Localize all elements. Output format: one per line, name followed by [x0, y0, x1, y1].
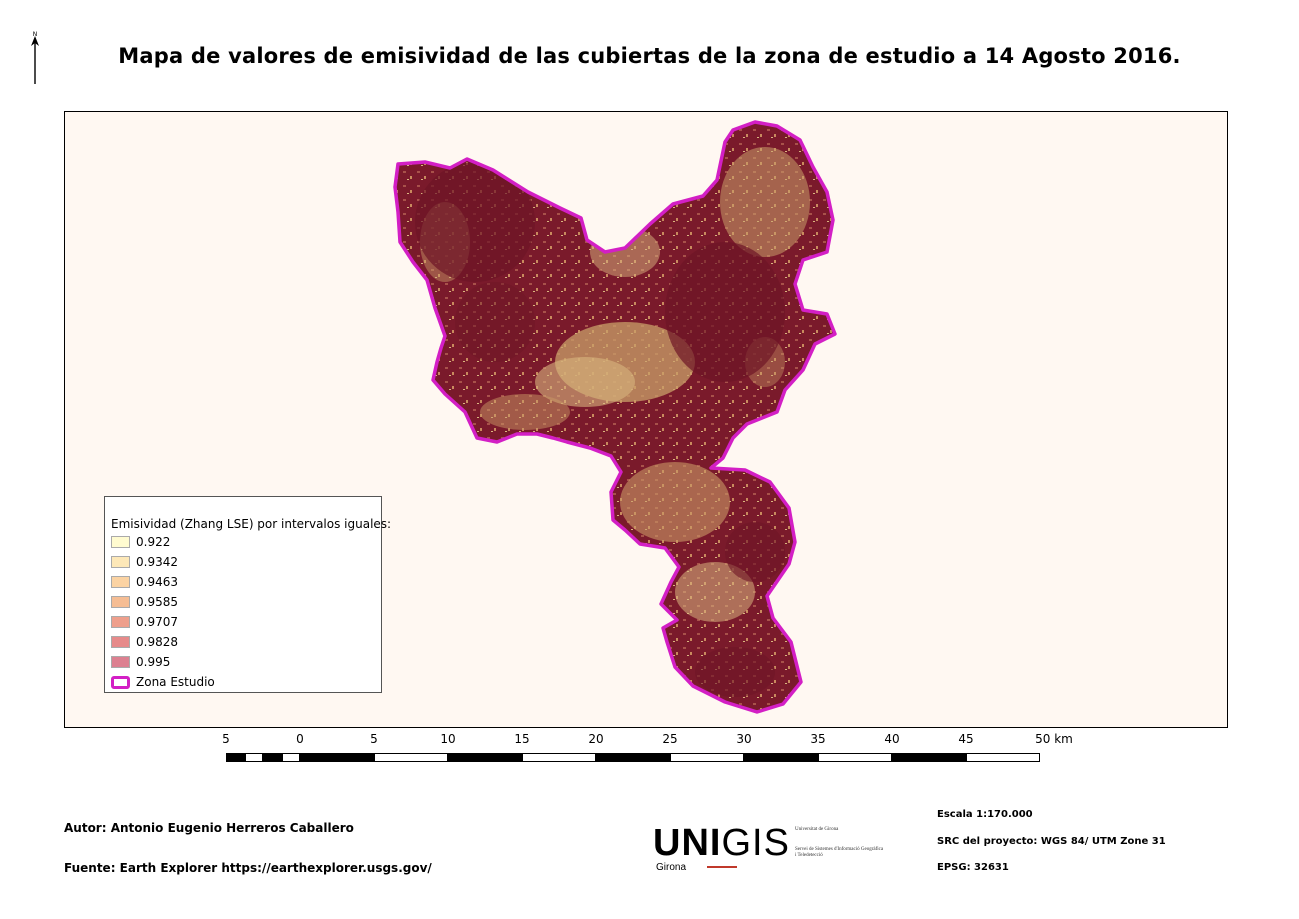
legend-item-label: Zona Estudio	[136, 675, 215, 689]
legend-swatch	[111, 636, 130, 648]
legend-swatch	[111, 656, 130, 668]
scale-segment	[744, 753, 818, 762]
scale-label: 20	[588, 732, 604, 746]
legend-item: 0.9828	[111, 633, 178, 651]
scale-segment	[596, 753, 670, 762]
legend-item-zona-estudio: Zona Estudio	[111, 673, 215, 691]
scale-segment	[263, 753, 282, 762]
scale-segment	[281, 753, 300, 762]
scale-segment	[670, 753, 744, 762]
scale-segment	[522, 753, 596, 762]
scale-segment	[374, 753, 448, 762]
legend-item-label: 0.9585	[136, 595, 178, 609]
scale-label: 35	[810, 732, 826, 746]
legend-swatch-zone	[111, 675, 130, 689]
map-title: Mapa de valores de emisividad de las cub…	[118, 44, 1181, 68]
scale-bar: 5 0 5 10 15 20 25 30 35 40 45 50 km	[222, 730, 1073, 770]
logo-accent-line	[707, 866, 737, 868]
scale-label: 5	[222, 732, 230, 746]
legend-item-label: 0.9828	[136, 635, 178, 649]
scale-text: Escala 1:170.000	[937, 809, 1033, 820]
udg-logo: Universitat de Girona Servei de Sistemes…	[795, 827, 884, 858]
source-text: Fuente: Earth Explorer https://earthexpl…	[64, 861, 432, 875]
author-text: Autor: Antonio Eugenio Herreros Caballer…	[64, 821, 354, 835]
scale-label: 50 km	[1035, 732, 1073, 746]
scale-label: 30	[736, 732, 752, 746]
legend-item: 0.9707	[111, 613, 178, 631]
legend-item: 0.995	[111, 653, 170, 671]
unigis-logo: UNIGIS	[653, 822, 790, 864]
scale-label: 0	[296, 732, 304, 746]
scale-segment	[892, 753, 966, 762]
scale-label: 10	[440, 732, 456, 746]
legend-swatch	[111, 576, 130, 588]
unigis-logo-subtitle: Girona	[656, 862, 687, 873]
legend-title: Emisividad (Zhang LSE) por intervalos ig…	[111, 517, 392, 531]
epsg-text: EPSG: 32631	[937, 862, 1009, 873]
scale-label: 40	[884, 732, 900, 746]
legend-swatch	[111, 536, 130, 548]
scale-segment	[244, 753, 263, 762]
legend-item-label: 0.9707	[136, 615, 178, 629]
study-zone-boundary[interactable]	[393, 120, 837, 714]
scale-segment	[226, 753, 245, 762]
crs-text: SRC del proyecto: WGS 84/ UTM Zone 31	[937, 836, 1166, 847]
north-arrow-icon: N	[31, 31, 39, 84]
legend-item-label: 0.9342	[136, 555, 178, 569]
legend-item: 0.9463	[111, 573, 178, 591]
legend: Emisividad (Zhang LSE) por intervalos ig…	[104, 496, 391, 693]
map-canvas[interactable]	[65, 112, 1227, 727]
scale-label: 5	[370, 732, 378, 746]
scale-label: 15	[514, 732, 530, 746]
scale-segment	[448, 753, 522, 762]
legend-item-label: 0.995	[136, 655, 171, 669]
legend-item-label: 0.9463	[136, 575, 178, 589]
legend-swatch	[111, 556, 130, 568]
scale-segment	[818, 753, 892, 762]
legend-item: 0.9342	[111, 553, 178, 571]
scale-label: 25	[662, 732, 678, 746]
legend-swatch	[111, 616, 130, 628]
scale-segment	[966, 753, 1040, 762]
scale-label: 45	[958, 732, 974, 746]
legend-item: 0.922	[111, 533, 170, 551]
legend-item-label: 0.922	[136, 535, 171, 549]
legend-item: 0.9585	[111, 593, 178, 611]
svg-text:N: N	[33, 31, 38, 38]
scale-segment	[300, 753, 374, 762]
legend-swatch	[111, 596, 130, 608]
